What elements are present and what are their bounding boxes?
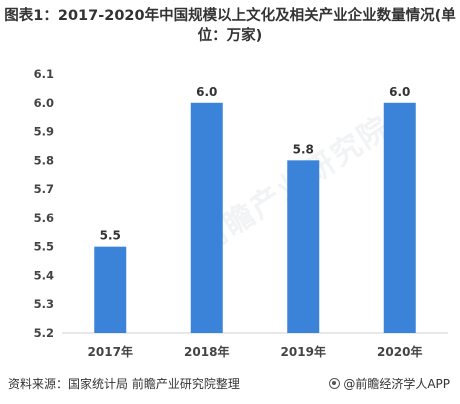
- data-label: 5.5: [100, 229, 121, 243]
- bar-4: [383, 102, 416, 334]
- y-tick-label: 5.8: [34, 153, 54, 167]
- y-tick-label: 5.3: [34, 297, 54, 311]
- y-tick-label: 5.6: [34, 211, 54, 225]
- brand-text: @前瞻经济学人APP: [343, 377, 450, 391]
- y-tick-label: 5.4: [34, 268, 54, 282]
- x-tick-label: 2018年: [184, 344, 229, 359]
- data-label: 6.0: [196, 85, 217, 99]
- y-tick-label: 5.9: [34, 125, 54, 139]
- bar-2: [190, 102, 223, 334]
- y-tick-label: 6.1: [34, 67, 54, 81]
- data-label: 6.0: [389, 85, 410, 99]
- brand-credit: @前瞻经济学人APP: [329, 375, 450, 392]
- y-tick-label: 5.2: [34, 326, 54, 340]
- bar-1: [94, 246, 127, 333]
- x-tick-label: 2020年: [377, 344, 422, 359]
- data-label: 5.8: [293, 142, 314, 156]
- source-note: 资料来源：国家统计局 前瞻产业研究院整理: [8, 377, 240, 391]
- x-tick-label: 2019年: [281, 344, 326, 359]
- y-tick-label: 6.0: [34, 96, 54, 110]
- y-tick-label: 5.5: [34, 240, 54, 254]
- x-tick-label: 2017年: [88, 344, 133, 359]
- chart-title: 图表1：2017-2020年中国规模以上文化及相关产业企业数量情况(单位：万家): [4, 8, 456, 44]
- brand-logo-icon: [329, 378, 341, 389]
- y-tick-label: 5.7: [34, 182, 54, 196]
- bar-3: [287, 160, 320, 333]
